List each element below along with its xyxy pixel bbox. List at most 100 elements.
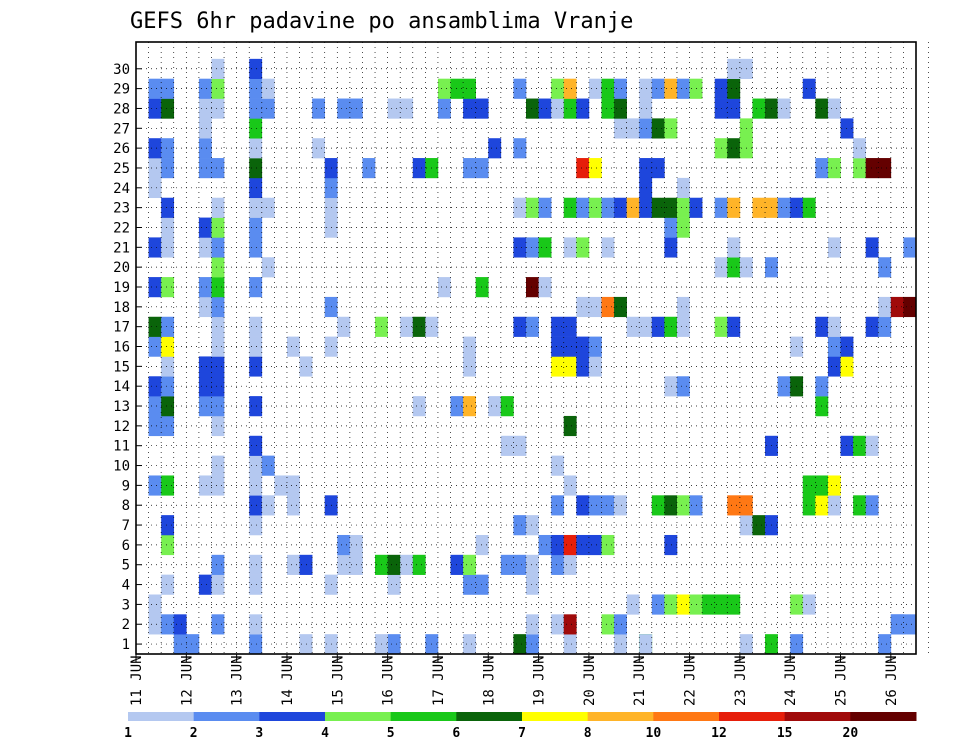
heatmap-cell [865, 495, 879, 516]
heatmap-cell [827, 158, 841, 179]
heatmap-cell [513, 515, 527, 536]
y-tick-label: 12 [113, 419, 130, 435]
heatmap-cell [827, 316, 841, 337]
heatmap-cell [337, 98, 351, 119]
heatmap-cell [463, 554, 476, 575]
heatmap-cell [211, 237, 225, 258]
heatmap-cell [211, 58, 225, 79]
heatmap-cell [249, 177, 263, 199]
x-tick-label: 17 JUN [431, 655, 447, 706]
y-tick-label: 6 [122, 538, 130, 554]
heatmap-cell [538, 277, 552, 298]
heatmap-cell [161, 98, 175, 119]
heatmap-cell [639, 197, 653, 218]
heatmap-cell [148, 78, 162, 99]
heatmap-cell [437, 78, 451, 99]
heatmap-cell [576, 495, 590, 516]
heatmap-cell [890, 296, 904, 318]
heatmap-cell [676, 177, 690, 199]
heatmap-cell [488, 396, 502, 417]
heatmap-cell [249, 356, 263, 377]
y-tick-label: 23 [113, 201, 130, 217]
y-tick-label: 9 [122, 478, 130, 494]
heatmap-cell [588, 534, 602, 556]
heatmap-cell [588, 78, 602, 99]
heatmap-cell [601, 197, 615, 218]
heatmap-cell [664, 495, 678, 516]
heatmap-cell [563, 415, 577, 437]
heatmap-cell [211, 217, 225, 238]
heatmap-cell [601, 78, 615, 99]
heatmap-cell [211, 554, 225, 575]
heatmap-cell [588, 158, 602, 179]
dotted-grid [136, 42, 929, 654]
heatmap-cell [526, 634, 539, 655]
heatmap-cell [551, 98, 565, 119]
heatmap-cell [639, 177, 653, 199]
heatmap-cell [148, 158, 162, 179]
heatmap-cell [463, 158, 476, 179]
heatmap-cell [261, 495, 275, 516]
x-tick-label: 22 JUN [683, 655, 699, 706]
heatmap-cell [676, 296, 690, 318]
x-tick-label: 14 JUN [280, 655, 296, 706]
legend-swatch [587, 712, 654, 721]
heatmap-cell [689, 594, 703, 615]
heatmap-cell [664, 197, 678, 218]
heatmap-cell [161, 614, 175, 635]
x-tick-label: 13 JUN [230, 655, 246, 706]
heatmap-cell [286, 475, 300, 496]
heatmap-cell [689, 197, 703, 218]
heatmap-cell [475, 574, 489, 595]
heatmap-cell [727, 594, 741, 615]
y-tick-label: 13 [113, 399, 130, 415]
heatmap-cell [337, 554, 351, 575]
y-tick-label: 1 [122, 637, 130, 653]
heatmap-cell [563, 554, 577, 575]
heatmap-cell [500, 435, 514, 456]
heatmap-cell [626, 197, 640, 218]
heatmap-cell [475, 98, 489, 119]
heatmap-cell [853, 495, 866, 516]
y-tick-label: 7 [122, 518, 130, 534]
heatmap-cell [551, 356, 565, 377]
heatmap-cell [827, 98, 841, 119]
heatmap-cell [727, 98, 741, 119]
legend-label: 6 [452, 726, 460, 741]
heatmap-cell [639, 158, 653, 179]
heatmap-cell [890, 614, 904, 635]
heatmap-cell [161, 475, 175, 496]
heatmap-cell [249, 574, 263, 595]
heatmap-cell [161, 217, 175, 238]
heatmap-cell [865, 316, 879, 337]
heatmap-cell [274, 475, 288, 496]
heatmap-cell [437, 277, 451, 298]
heatmap-cell [412, 316, 426, 337]
heatmap-cell [563, 316, 577, 337]
heatmap-cell [626, 316, 640, 337]
heatmap-cell [576, 356, 590, 377]
heatmap-cell [249, 118, 263, 139]
legend-swatch [128, 712, 195, 721]
heatmap-cell [249, 138, 263, 159]
heatmap-cell [513, 237, 527, 258]
y-tick-label: 27 [113, 121, 130, 137]
heatmap-cell [576, 237, 590, 258]
heatmap-cell [412, 554, 426, 575]
heatmap-cell [614, 118, 627, 139]
y-tick-label: 28 [113, 101, 130, 117]
heatmap-cell [211, 415, 225, 437]
heatmap-cell [865, 158, 879, 179]
heatmap-cell [614, 197, 627, 218]
heatmap-cell [664, 78, 678, 99]
heatmap-cell [903, 296, 917, 318]
heatmap-cell [161, 415, 175, 437]
heatmap-cell [211, 376, 225, 397]
heatmap-cell [249, 634, 263, 655]
heatmap-cell [261, 98, 275, 119]
heatmap-cell [563, 534, 577, 556]
heatmap-cell [249, 78, 263, 99]
heatmap-cell [802, 495, 816, 516]
heatmap-cell [601, 98, 615, 119]
heatmap-cell [173, 634, 187, 655]
